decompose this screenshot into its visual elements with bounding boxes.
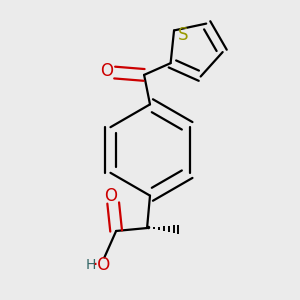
Text: H: H	[86, 258, 96, 272]
Text: O: O	[100, 62, 113, 80]
Text: S: S	[178, 26, 188, 44]
Text: ·O: ·O	[92, 256, 110, 274]
Text: O: O	[104, 187, 117, 205]
